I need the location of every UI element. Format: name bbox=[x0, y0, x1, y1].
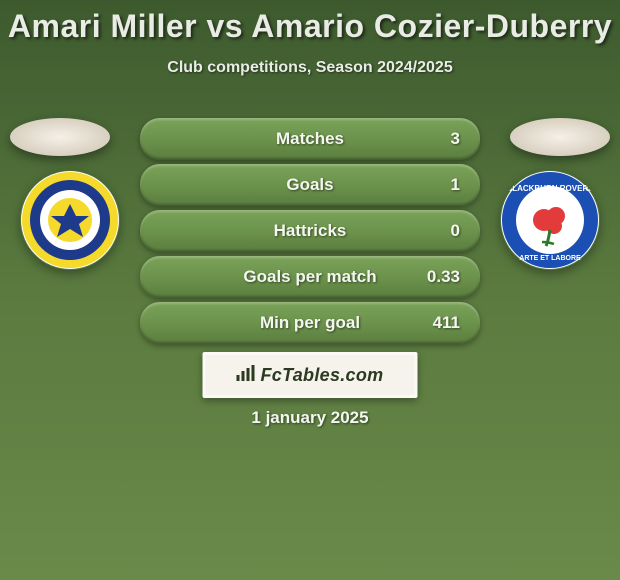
subtitle: Club competitions, Season 2024/2025 bbox=[0, 59, 620, 77]
date-text: 1 january 2025 bbox=[0, 408, 620, 428]
stat-value: 3 bbox=[451, 129, 460, 149]
stat-value: 411 bbox=[433, 313, 460, 333]
svg-text:ARTE ET LABORE: ARTE ET LABORE bbox=[519, 255, 581, 262]
stat-value: 0 bbox=[451, 221, 460, 241]
stat-bar-goals: Goals 1 bbox=[140, 164, 480, 206]
stat-bar-goals-per-match: Goals per match 0.33 bbox=[140, 256, 480, 298]
club-crest-left bbox=[20, 170, 120, 270]
stat-label: Matches bbox=[276, 129, 344, 149]
club-crest-right: BLACKBURN ROVERS ARTE ET LABORE bbox=[500, 170, 600, 270]
stat-bar-min-per-goal: Min per goal 411 bbox=[140, 302, 480, 344]
page-title: Amari Miller vs Amario Cozier-Duberry bbox=[0, 0, 620, 45]
stat-label: Min per goal bbox=[260, 313, 360, 333]
stat-value: 0.33 bbox=[427, 267, 460, 287]
brand-text: FcTables.com bbox=[261, 365, 384, 386]
stat-label: Goals bbox=[286, 175, 333, 195]
stat-value: 1 bbox=[451, 175, 460, 195]
brand-box: FcTables.com bbox=[203, 352, 418, 398]
brand-chart-icon bbox=[237, 365, 257, 386]
stat-bar-hattricks: Hattricks 0 bbox=[140, 210, 480, 252]
player-avatar-right bbox=[510, 118, 610, 156]
stat-label: Goals per match bbox=[243, 267, 376, 287]
stats-container: Matches 3 Goals 1 Hattricks 0 Goals per … bbox=[140, 118, 480, 348]
player-avatar-left bbox=[10, 118, 110, 156]
svg-text:BLACKBURN ROVERS: BLACKBURN ROVERS bbox=[506, 184, 594, 193]
stat-label: Hattricks bbox=[274, 221, 347, 241]
stat-bar-matches: Matches 3 bbox=[140, 118, 480, 160]
